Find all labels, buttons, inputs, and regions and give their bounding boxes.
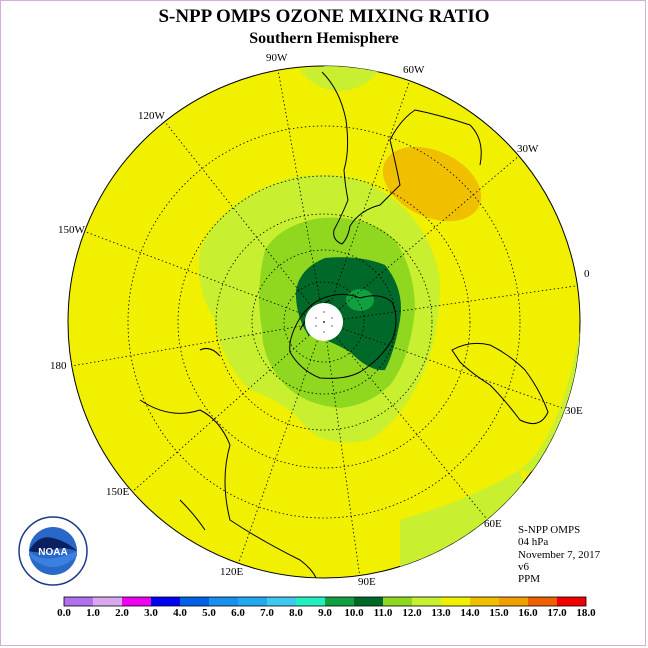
info-units: PPM xyxy=(518,573,541,586)
new-zealand-coast xyxy=(199,348,221,357)
info-date: November 7, 2017 xyxy=(518,548,601,561)
colorbar-bin xyxy=(325,597,354,606)
colorbar-label: 0.0 xyxy=(57,607,71,619)
colorbar-bin xyxy=(64,597,93,606)
map-subtitle: Southern Hemisphere xyxy=(249,30,399,47)
info-block: S-NPP OMPS 04 hPa November 7, 2017 v6 PP… xyxy=(518,524,600,585)
colorbar-bin xyxy=(267,597,296,606)
noaa-logo: NOAA xyxy=(18,516,88,586)
colorbar-label: 2.0 xyxy=(115,607,129,619)
colorbar-bin xyxy=(412,597,441,606)
coastlines xyxy=(139,71,549,578)
antarctica-coast xyxy=(289,293,397,379)
colorbar-bin xyxy=(528,597,557,606)
colorbar-label: 6.0 xyxy=(231,607,245,619)
colorbar-label: 4.0 xyxy=(173,607,187,619)
colorbar-bin xyxy=(122,597,151,606)
lon-label-30e: 30E xyxy=(565,405,583,417)
colorbar-bin xyxy=(93,597,122,606)
lon-label-90w: 90W xyxy=(266,52,288,64)
colorbar-label: 13.0 xyxy=(431,607,451,619)
colorbar-bin xyxy=(354,597,383,606)
map-title: S-NPP OMPS OZONE MIXING RATIO xyxy=(158,6,490,27)
colorbar-label: 14.0 xyxy=(460,607,480,619)
colorbar-bin xyxy=(499,597,528,606)
lon-label-150w: 150W xyxy=(58,224,85,236)
lon-label-180: 180 xyxy=(50,360,67,372)
info-level: 04 hPa xyxy=(518,536,549,549)
noaa-logo-text: NOAA xyxy=(38,547,67,558)
lon-label-30w: 30W xyxy=(517,143,539,155)
lon-label-150e: 150E xyxy=(106,486,130,498)
colorbar-label: 15.0 xyxy=(489,607,509,619)
colorbar-bin xyxy=(180,597,209,606)
colorbar-label: 7.0 xyxy=(260,607,274,619)
colorbar-label: 1.0 xyxy=(86,607,100,619)
lon-label-120w: 120W xyxy=(138,110,165,122)
colorbar-label: 12.0 xyxy=(402,607,422,619)
colorbar-label: 17.0 xyxy=(547,607,567,619)
colorbar-label: 3.0 xyxy=(144,607,158,619)
contour-band-north xyxy=(300,66,380,91)
info-instrument: S-NPP OMPS xyxy=(518,524,581,536)
info-version: v6 xyxy=(518,560,529,573)
colorbar-bin xyxy=(209,597,238,606)
colorbar-label: 11.0 xyxy=(373,607,393,619)
colorbar-bin xyxy=(557,597,586,606)
colorbar-bin xyxy=(383,597,412,606)
pole-markers xyxy=(315,311,333,333)
colorbar-bin xyxy=(441,597,470,606)
meridians xyxy=(71,69,580,578)
lon-label-90e: 90E xyxy=(358,576,376,588)
colorbar-label: 5.0 xyxy=(202,607,216,619)
islands-coast xyxy=(179,499,206,531)
africa-coast xyxy=(451,342,549,425)
australia-coast xyxy=(139,399,319,578)
colorbar-bin xyxy=(470,597,499,606)
contour-10 xyxy=(295,257,401,371)
colorbar-label: 8.0 xyxy=(289,607,303,619)
colorbar xyxy=(63,596,587,607)
colorbar-bin xyxy=(238,597,267,606)
lon-label-60w: 60W xyxy=(403,64,425,76)
colorbar-label: 10.0 xyxy=(344,607,364,619)
colorbar-bin xyxy=(296,597,325,606)
colorbar-label: 18.0 xyxy=(576,607,596,619)
colorbar-label: 9.0 xyxy=(318,607,332,619)
lon-label-120e: 120E xyxy=(220,566,244,578)
colorbar-bin xyxy=(151,597,180,606)
south-america-coast xyxy=(321,71,482,245)
lon-label-60e: 60E xyxy=(484,518,502,530)
colorbar-label: 16.0 xyxy=(518,607,538,619)
lon-label-0: 0 xyxy=(584,268,590,280)
